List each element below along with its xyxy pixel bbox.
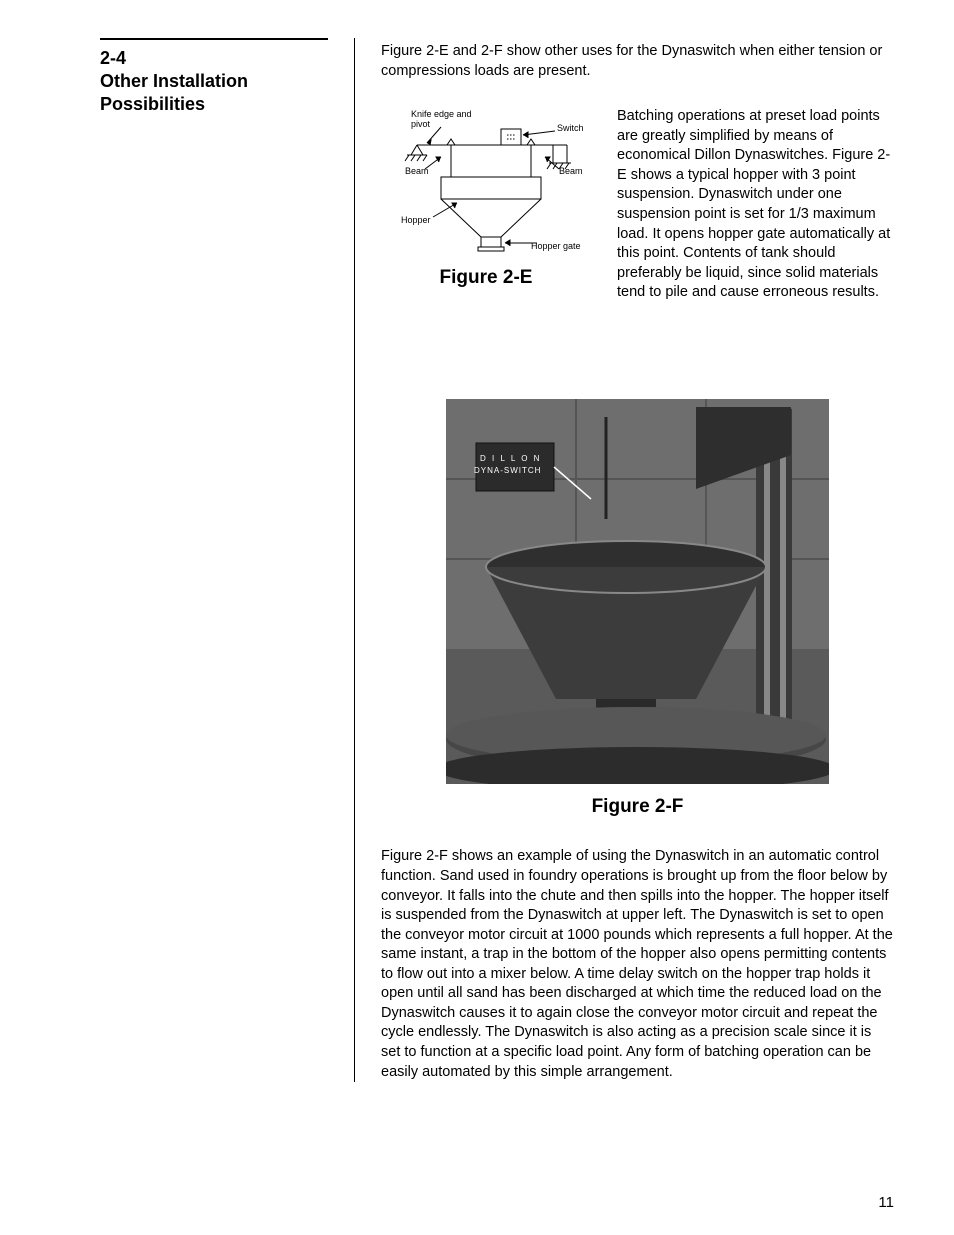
figure-2e-diagram: Knife edge and pivot Switch Beam Beam Ho… [381, 107, 591, 303]
photo-label-dillon: D I L L O N [480, 454, 541, 463]
figure-2f-caption: Figure 2-F [592, 794, 684, 820]
diagram-label-hopper: Hopper [401, 215, 431, 225]
diagram-label-pivot: pivot [411, 119, 431, 129]
section-title-line1: Other Installation [100, 70, 328, 93]
diagram-label-switch: Switch [557, 123, 584, 133]
vertical-separator [354, 38, 355, 1082]
sidebar-rule [100, 38, 328, 40]
page-number: 11 [878, 1193, 894, 1213]
section-sidebar: 2-4 Other Installation Possibilities [100, 38, 328, 1082]
figure-2f-paragraph: Figure 2-F shows an example of using the… [381, 847, 894, 1082]
intro-paragraph: Figure 2-E and 2-F show other uses for t… [381, 42, 894, 81]
photo-label-dynaswitch: DYNA-SWITCH [474, 466, 541, 475]
section-title-line2: Possibilities [100, 93, 328, 116]
figure-2e-paragraph: Batching operations at preset load point… [617, 107, 894, 303]
section-number: 2-4 [100, 46, 328, 70]
diagram-label-beam-right: Beam [559, 166, 583, 176]
diagram-label-hopper-gate: Hopper gate [531, 241, 581, 251]
figure-2e-caption: Figure 2-E [381, 265, 591, 291]
diagram-label-beam-left: Beam [405, 166, 429, 176]
figure-2f-photo: D I L L O N DYNA-SWITCH [446, 399, 829, 784]
diagram-label-knife-edge: Knife edge and [411, 109, 472, 119]
